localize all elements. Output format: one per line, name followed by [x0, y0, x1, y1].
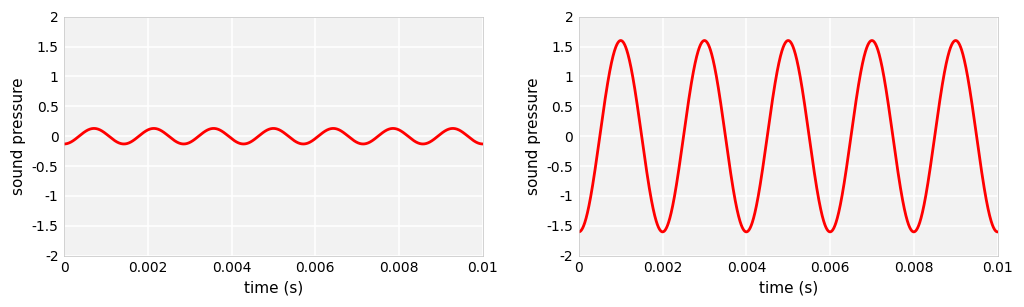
X-axis label: time (s): time (s): [244, 281, 303, 296]
Y-axis label: sound pressure: sound pressure: [526, 77, 541, 195]
Y-axis label: sound pressure: sound pressure: [11, 77, 26, 195]
X-axis label: time (s): time (s): [759, 281, 818, 296]
